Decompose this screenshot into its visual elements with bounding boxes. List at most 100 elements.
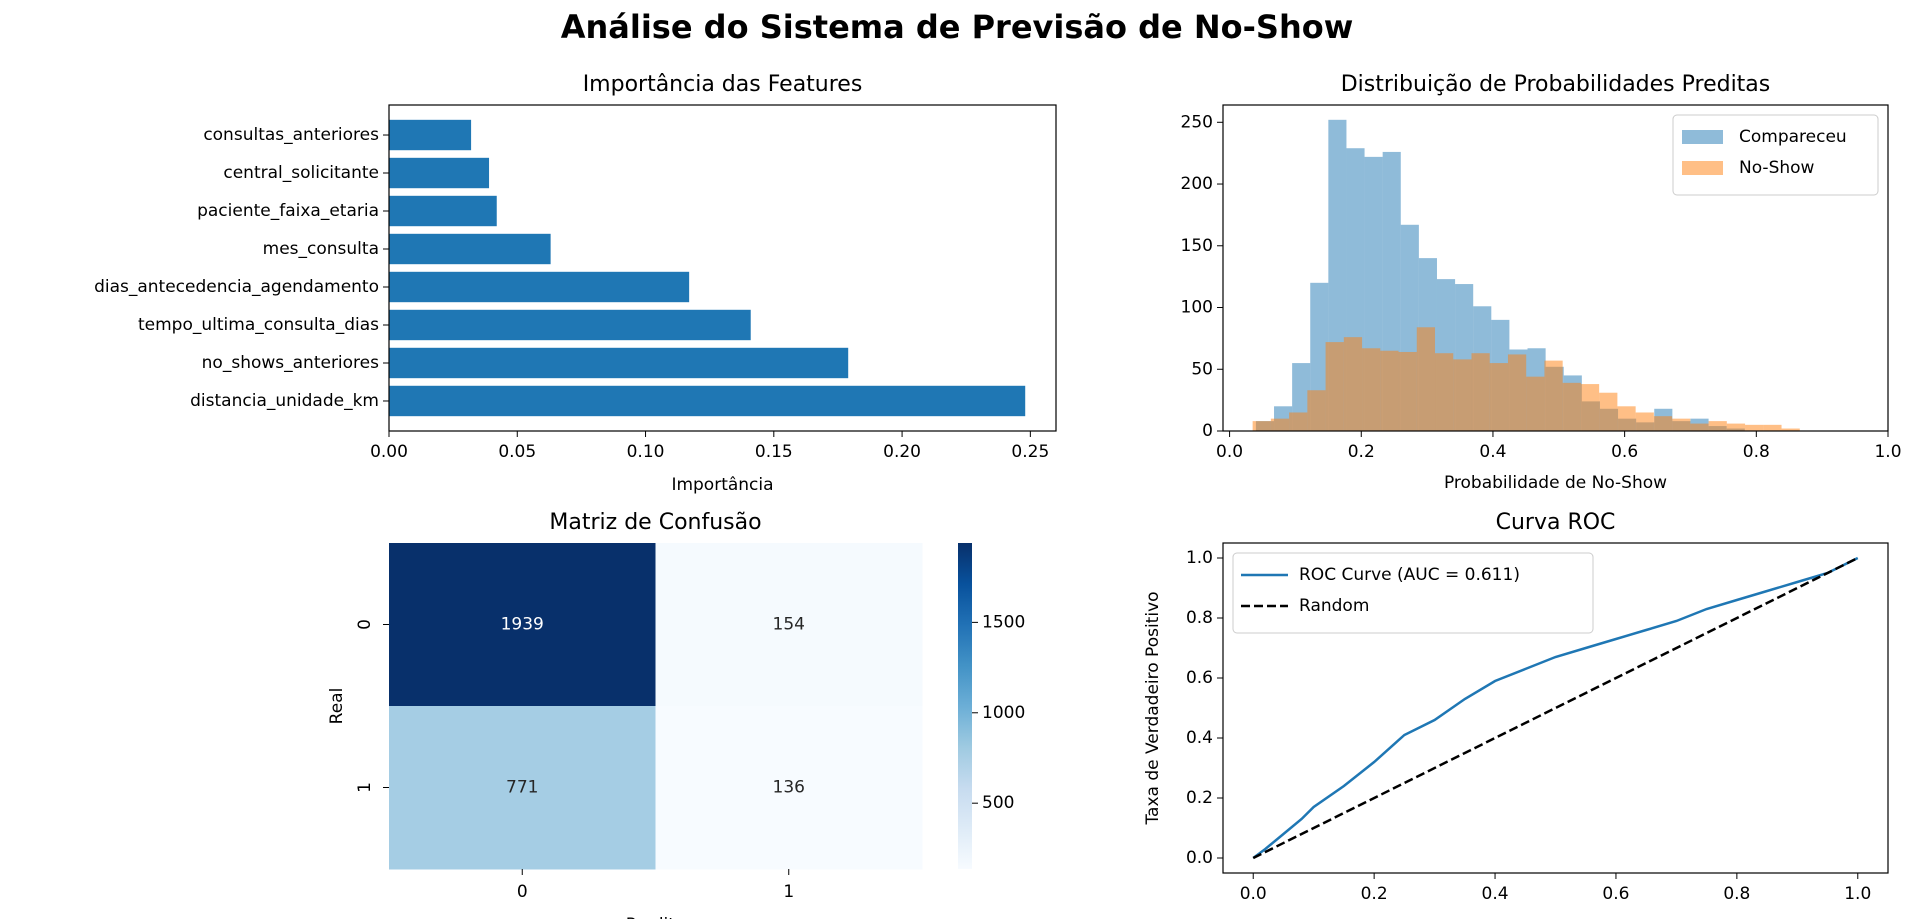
x-axis-label: Importância xyxy=(671,475,773,495)
histogram-bar xyxy=(1325,342,1344,431)
histogram-bar xyxy=(1726,423,1746,431)
line-series xyxy=(1252,556,1859,860)
x-tick-label: 0 xyxy=(517,882,528,902)
y-tick-label: 1 xyxy=(355,782,375,793)
legend-label: ROC Curve (AUC = 0.611) xyxy=(1299,565,1520,585)
y-tick-label: 0 xyxy=(355,619,375,630)
heatmap-cell xyxy=(389,706,656,870)
histogram-bar xyxy=(1635,412,1654,431)
legend-label: Random xyxy=(1299,596,1369,616)
heatmap-cell xyxy=(389,543,656,707)
x-tick-label: 0.00 xyxy=(370,442,408,462)
histogram-bar xyxy=(1398,351,1417,431)
x-tick-label: 1.0 xyxy=(1844,884,1871,904)
bar xyxy=(389,119,472,151)
x-tick-label: 0.25 xyxy=(1011,442,1049,462)
histogram-bar xyxy=(1270,418,1290,431)
colorbar-tick-label: 1000 xyxy=(982,703,1025,723)
histogram-bar xyxy=(1562,382,1581,431)
legend-box xyxy=(1232,552,1594,634)
x-tick-label: 0.8 xyxy=(1723,884,1750,904)
x-tick-label: 0.2 xyxy=(1361,884,1388,904)
bar xyxy=(389,309,751,341)
histogram-bar xyxy=(1653,416,1673,431)
bar xyxy=(389,157,490,189)
subplot-title: Curva ROC xyxy=(1496,510,1616,535)
histogram-bar xyxy=(1617,406,1636,431)
histogram-bar xyxy=(1489,363,1508,431)
histogram-bar xyxy=(1507,354,1527,431)
x-tick-label: 0.4 xyxy=(1479,442,1506,462)
subplot-title: Matriz de Confusão xyxy=(549,510,761,535)
figure-title: Análise do Sistema de Previsão de No-Sho… xyxy=(561,8,1354,46)
cell-label: 154 xyxy=(773,615,805,635)
axes-frame xyxy=(388,104,1057,432)
x-tick-label: 0.20 xyxy=(883,442,921,462)
y-tick-label: central_solicitante xyxy=(223,163,379,183)
x-axis-label: Predito xyxy=(626,915,686,919)
x-tick-label: 0.0 xyxy=(1240,884,1267,904)
x-tick-label: 0.2 xyxy=(1348,442,1375,462)
x-tick-label: 0.0 xyxy=(1216,442,1243,462)
histogram-bar xyxy=(1435,353,1454,431)
histogram-bar xyxy=(1580,384,1600,431)
histogram-bar xyxy=(1708,421,1727,431)
histogram-bar xyxy=(1672,418,1691,431)
histogram-bar xyxy=(1380,350,1399,431)
y-tick-label: 0.4 xyxy=(1186,728,1213,748)
x-tick-label: 0.10 xyxy=(627,442,665,462)
y-tick-label: tempo_ultima_consulta_dias xyxy=(138,315,379,335)
cell-label: 1939 xyxy=(501,615,544,635)
y-tick-label: 250 xyxy=(1181,112,1213,132)
histogram-bar xyxy=(1763,424,1782,431)
x-tick-label: 1 xyxy=(783,882,794,902)
y-tick-label: dias_antecedencia_agendamento xyxy=(94,277,379,297)
legend-swatch xyxy=(1682,161,1723,175)
line-series xyxy=(1252,556,1859,860)
y-tick-label: 150 xyxy=(1181,236,1213,256)
x-axis-label: Probabilidade de No-Show xyxy=(1444,473,1667,493)
y-tick-label: 200 xyxy=(1181,174,1213,194)
histogram-bar xyxy=(1745,424,1764,431)
y-tick-label: 50 xyxy=(1191,359,1213,379)
histogram-bar xyxy=(1252,421,1271,431)
histogram-bar xyxy=(1362,348,1381,431)
subplot-title: Importância das Features xyxy=(583,72,863,97)
y-tick-label: no_shows_anteriores xyxy=(202,353,379,373)
axes-frame xyxy=(1222,542,1889,874)
colorbar-tick-label: 500 xyxy=(982,793,1014,813)
histogram-bar xyxy=(1471,353,1490,431)
y-tick-label: 0.0 xyxy=(1186,848,1213,868)
y-axis-label: Real xyxy=(327,688,347,725)
y-tick-label: consultas_anteriores xyxy=(203,125,379,145)
y-tick-label: 0.8 xyxy=(1186,608,1213,628)
y-tick-label: mes_consulta xyxy=(263,239,379,259)
histogram-bar xyxy=(1544,360,1563,431)
bar xyxy=(389,347,849,379)
histogram-bar xyxy=(1690,423,1709,431)
y-tick-label: paciente_faixa_etaria xyxy=(197,201,379,221)
legend-label: No-Show xyxy=(1739,158,1815,178)
histogram-bar xyxy=(1781,428,1800,431)
histogram-bar xyxy=(1453,359,1472,431)
heatmap-cell xyxy=(655,706,923,870)
heatmap-cell xyxy=(655,543,923,707)
histogram-bar xyxy=(1307,390,1326,431)
x-tick-label: 0.05 xyxy=(498,442,536,462)
legend-swatch xyxy=(1682,130,1723,144)
x-tick-label: 0.4 xyxy=(1482,884,1509,904)
y-tick-label: 100 xyxy=(1181,298,1213,318)
x-tick-label: 0.8 xyxy=(1743,442,1770,462)
x-tick-label: 1.0 xyxy=(1874,442,1901,462)
y-tick-label: 1.0 xyxy=(1186,548,1213,568)
histogram-bar xyxy=(1526,376,1545,431)
legend-box xyxy=(1672,114,1879,196)
histogram-bar xyxy=(1289,412,1308,431)
y-tick-label: distancia_unidade_km xyxy=(190,391,379,411)
histogram-bar xyxy=(1599,392,1618,431)
colorbar xyxy=(958,543,972,869)
bar xyxy=(389,271,690,303)
